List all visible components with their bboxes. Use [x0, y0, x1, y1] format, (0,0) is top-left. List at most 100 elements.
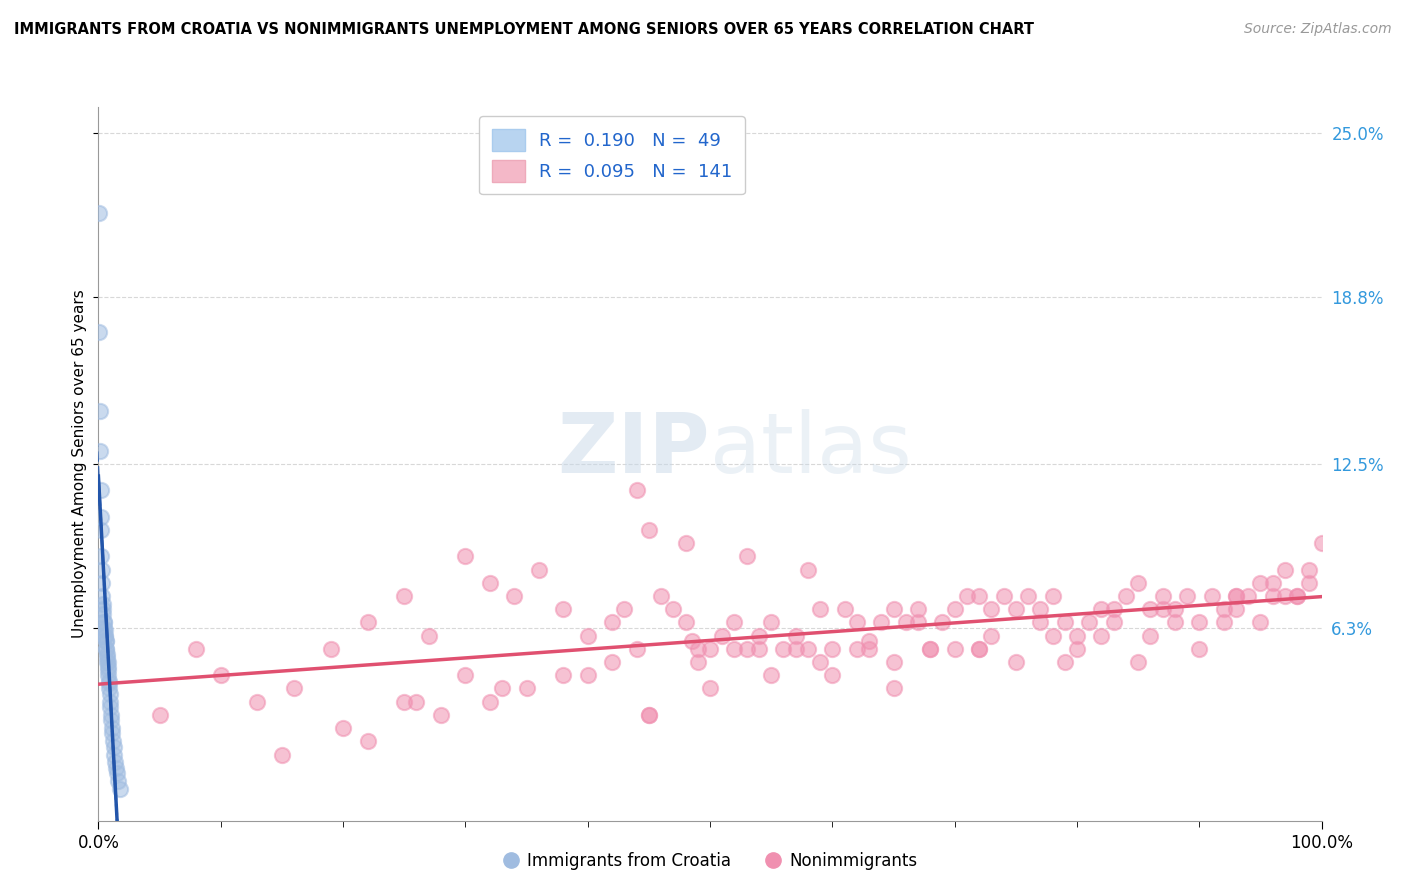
Point — [943, 641, 966, 656]
Point — [797, 563, 820, 577]
Point — [681, 634, 703, 648]
Point — [87, 206, 110, 220]
Point — [91, 602, 114, 616]
Point — [1310, 536, 1333, 550]
Point — [1298, 575, 1320, 590]
Point — [491, 681, 513, 696]
Point — [845, 615, 868, 630]
Point — [723, 615, 745, 630]
Point — [1017, 589, 1039, 603]
Text: Source: ZipAtlas.com: Source: ZipAtlas.com — [1244, 22, 1392, 37]
Point — [785, 641, 807, 656]
Point — [600, 615, 623, 630]
Legend: Immigrants from Croatia, Nonimmigrants: Immigrants from Croatia, Nonimmigrants — [496, 846, 924, 877]
Point — [503, 589, 526, 603]
Text: atlas: atlas — [710, 409, 911, 490]
Point — [1225, 602, 1247, 616]
Point — [94, 634, 117, 648]
Point — [1164, 615, 1187, 630]
Point — [96, 655, 118, 669]
Point — [638, 523, 661, 537]
Point — [735, 641, 758, 656]
Point — [93, 621, 115, 635]
Point — [149, 707, 172, 722]
Point — [613, 602, 636, 616]
Point — [1042, 629, 1064, 643]
Point — [626, 641, 648, 656]
Point — [858, 634, 880, 648]
Point — [100, 713, 122, 727]
Point — [98, 681, 121, 696]
Point — [527, 563, 550, 577]
Point — [870, 615, 893, 630]
Point — [1102, 615, 1125, 630]
Point — [1237, 589, 1260, 603]
Point — [553, 668, 575, 682]
Point — [101, 734, 124, 748]
Point — [94, 641, 117, 656]
Point — [1102, 602, 1125, 616]
Point — [1152, 602, 1174, 616]
Point — [1128, 655, 1150, 669]
Point — [94, 629, 117, 643]
Point — [332, 721, 354, 735]
Point — [91, 589, 114, 603]
Point — [90, 483, 112, 498]
Point — [1201, 589, 1223, 603]
Point — [89, 443, 111, 458]
Point — [90, 563, 112, 577]
Point — [101, 721, 124, 735]
Point — [785, 629, 807, 643]
Point — [980, 629, 1002, 643]
Point — [1066, 641, 1088, 656]
Point — [1152, 589, 1174, 603]
Point — [90, 523, 112, 537]
Point — [686, 641, 709, 656]
Point — [808, 655, 831, 669]
Point — [1250, 575, 1272, 590]
Point — [93, 624, 115, 638]
Point — [516, 681, 538, 696]
Point — [103, 739, 125, 754]
Point — [626, 483, 648, 498]
Point — [894, 615, 917, 630]
Point — [699, 681, 721, 696]
Point — [1212, 602, 1234, 616]
Point — [772, 641, 794, 656]
Point — [1029, 615, 1052, 630]
Point — [1090, 629, 1112, 643]
Point — [711, 629, 734, 643]
Text: IMMIGRANTS FROM CROATIA VS NONIMMIGRANTS UNEMPLOYMENT AMONG SENIORS OVER 65 YEAR: IMMIGRANTS FROM CROATIA VS NONIMMIGRANTS… — [14, 22, 1033, 37]
Point — [91, 597, 114, 611]
Point — [319, 641, 342, 656]
Point — [761, 615, 783, 630]
Point — [1286, 589, 1309, 603]
Point — [638, 707, 661, 722]
Point — [931, 615, 953, 630]
Text: ZIP: ZIP — [558, 409, 710, 490]
Point — [89, 404, 111, 418]
Point — [97, 668, 120, 682]
Point — [90, 509, 112, 524]
Point — [405, 695, 427, 709]
Point — [91, 607, 114, 622]
Point — [1139, 602, 1161, 616]
Point — [907, 602, 929, 616]
Point — [1078, 615, 1101, 630]
Point — [270, 747, 294, 762]
Point — [100, 707, 122, 722]
Point — [600, 655, 623, 669]
Point — [430, 707, 453, 722]
Point — [96, 647, 118, 661]
Point — [105, 766, 128, 780]
Point — [103, 747, 125, 762]
Point — [1164, 602, 1187, 616]
Point — [808, 602, 831, 616]
Point — [1261, 575, 1284, 590]
Point — [104, 761, 127, 775]
Point — [246, 695, 269, 709]
Point — [956, 589, 979, 603]
Point — [107, 774, 129, 789]
Point — [650, 589, 672, 603]
Point — [943, 602, 966, 616]
